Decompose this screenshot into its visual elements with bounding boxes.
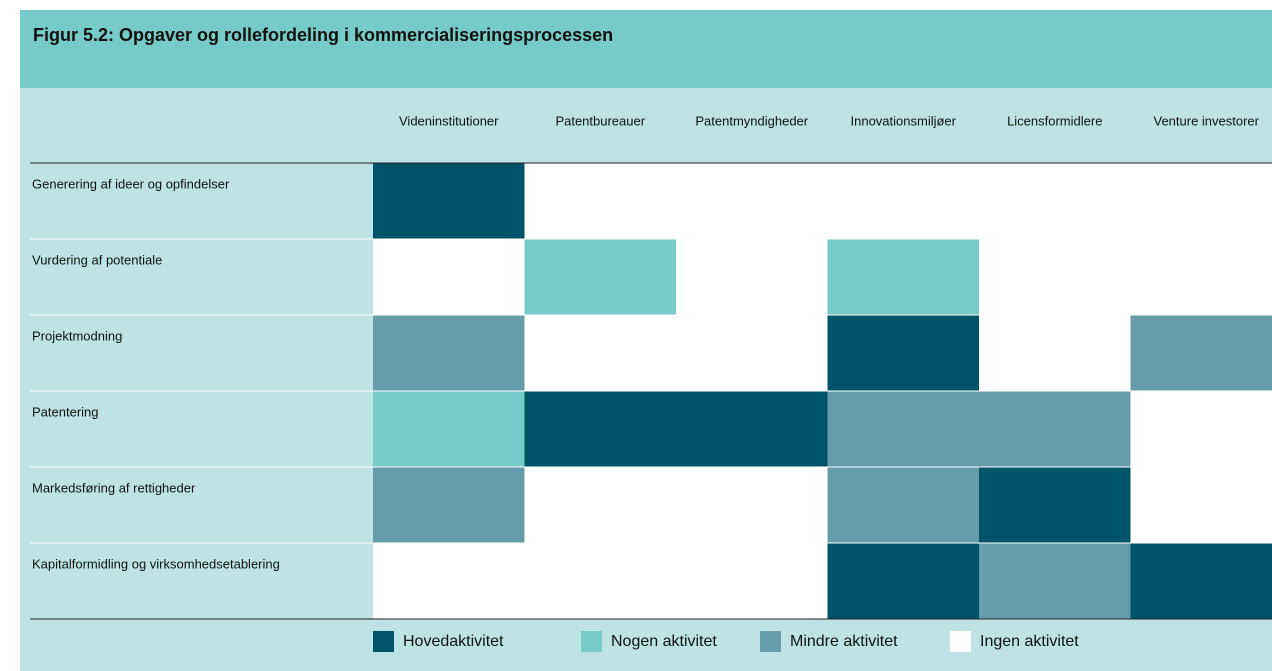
row-label: Markedsføring af rettigheder	[32, 480, 196, 495]
column-header: Patentmyndigheder	[695, 113, 808, 128]
cell	[827, 315, 980, 391]
cell	[373, 391, 525, 467]
cell	[524, 163, 677, 239]
cell	[1130, 163, 1272, 239]
cell	[676, 467, 828, 543]
cell	[373, 315, 525, 391]
title: Figur 5.2: Opgaver og rollefordeling i k…	[33, 25, 613, 45]
cell	[979, 163, 1131, 239]
cell	[676, 315, 828, 391]
legend-swatch	[581, 631, 602, 652]
cell	[979, 467, 1131, 543]
cell	[524, 315, 677, 391]
column-header: Licensformidlere	[1007, 113, 1102, 128]
cell	[676, 543, 828, 619]
legend-label: Nogen aktivitet	[611, 633, 717, 650]
cell	[373, 239, 525, 315]
column-header: Patentbureauer	[555, 113, 645, 128]
cell	[676, 391, 828, 467]
cell	[1130, 467, 1272, 543]
cell	[979, 315, 1131, 391]
cell	[979, 239, 1131, 315]
column-header: Venture investorer	[1153, 113, 1259, 128]
cell	[373, 543, 525, 619]
row-label: Vurdering af potentiale	[32, 252, 162, 267]
cell	[827, 467, 980, 543]
row-label: Projektmodning	[32, 328, 122, 343]
cell	[1130, 391, 1272, 467]
cell	[827, 239, 980, 315]
column-header: Videninstitutioner	[399, 113, 499, 128]
row-label: Kapitalformidling og virksomhedsetableri…	[32, 556, 280, 571]
legend-label: Ingen aktivitet	[980, 633, 1079, 650]
cell	[524, 467, 677, 543]
cell	[524, 239, 677, 315]
cell	[524, 391, 677, 467]
legend-swatch	[760, 631, 781, 652]
legend-label: Hovedaktivitet	[403, 633, 504, 650]
column-header: Innovationsmiljøer	[851, 113, 957, 128]
cell	[524, 543, 677, 619]
cell	[373, 467, 525, 543]
cell	[676, 239, 828, 315]
header-bar	[20, 10, 1272, 88]
legend-swatch	[950, 631, 971, 652]
cell	[676, 163, 828, 239]
row-label: Generering af ideer og opfindelser	[32, 176, 230, 191]
legend-label: Mindre aktivitet	[790, 633, 898, 650]
cell	[1130, 239, 1272, 315]
cell	[373, 163, 525, 239]
cell	[979, 391, 1131, 467]
row-label: Patentering	[32, 404, 99, 419]
cell	[1130, 543, 1272, 619]
cell	[827, 543, 980, 619]
legend-swatch	[373, 631, 394, 652]
cell	[979, 543, 1131, 619]
cell	[1130, 315, 1272, 391]
cell	[827, 163, 980, 239]
cell	[827, 391, 980, 467]
